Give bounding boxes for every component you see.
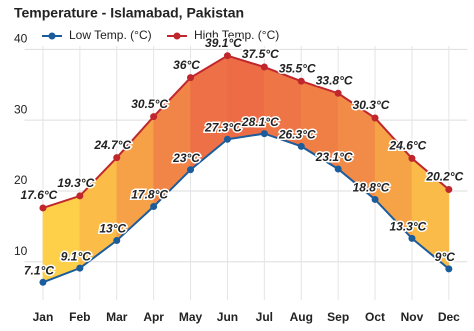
legend-label: High Temp. (°C) xyxy=(194,28,279,42)
value-label: 35.5°C xyxy=(279,61,316,75)
point xyxy=(260,63,268,71)
value-label: 9.1°C xyxy=(61,249,91,263)
point xyxy=(113,154,121,162)
value-label: 18.8°C xyxy=(353,181,390,195)
x-tick-label: Sep xyxy=(327,310,349,324)
value-label: 17.8°C xyxy=(131,188,168,202)
chart-title: Temperature - Islamabad, Pakistan xyxy=(14,5,244,21)
value-label: 36°C xyxy=(173,58,200,72)
value-label: 39.1°C xyxy=(205,36,242,50)
x-tick-label: Jun xyxy=(217,310,238,324)
value-label: 30.3°C xyxy=(353,98,390,112)
series-line xyxy=(42,54,450,209)
value-label: 17.6°C xyxy=(21,188,58,202)
point xyxy=(76,264,84,272)
x-tick-label: Aug xyxy=(290,310,313,324)
point xyxy=(150,203,158,211)
x-tick-label: Oct xyxy=(365,310,385,324)
point xyxy=(297,77,305,85)
x-tick-label: Dec xyxy=(438,310,460,324)
point xyxy=(371,195,379,203)
value-label: 28.1°C xyxy=(241,115,279,129)
value-label: 24.6°C xyxy=(389,139,427,153)
point xyxy=(150,113,158,121)
value-label: 20.2°C xyxy=(425,170,463,184)
legend-dot xyxy=(48,32,56,40)
y-tick-label: 20 xyxy=(14,173,28,187)
y-tick-label: 30 xyxy=(14,102,28,116)
x-tick-label: Feb xyxy=(69,310,90,324)
legend-dot xyxy=(173,32,181,40)
value-label: 19.3°C xyxy=(57,176,94,190)
point xyxy=(39,278,47,286)
point xyxy=(445,186,453,194)
value-label: 24.7°C xyxy=(93,138,131,152)
point xyxy=(297,142,305,150)
x-tick-label: Mar xyxy=(106,310,128,324)
value-label: 37.5°C xyxy=(242,47,279,61)
x-tick-label: May xyxy=(179,310,203,324)
point xyxy=(187,74,195,82)
point xyxy=(260,130,268,138)
value-label: 9°C xyxy=(435,250,455,264)
x-tick-label: Jul xyxy=(256,310,273,324)
value-label: 13°C xyxy=(99,222,126,236)
value-label: 27.3°C xyxy=(204,120,242,134)
value-label: 7.1°C xyxy=(24,263,54,277)
point xyxy=(76,192,84,200)
point xyxy=(445,265,453,273)
y-tick-label: 10 xyxy=(14,244,28,258)
point xyxy=(334,89,342,97)
point xyxy=(187,166,195,174)
x-tick-label: Nov xyxy=(401,310,424,324)
series-line xyxy=(42,132,450,284)
point xyxy=(408,154,416,162)
value-label: 33.8°C xyxy=(316,73,353,87)
legend-label: Low Temp. (°C) xyxy=(69,28,152,42)
y-tick-label: 40 xyxy=(14,32,28,46)
point xyxy=(223,135,231,143)
point xyxy=(371,114,379,122)
value-label: 23.1°C xyxy=(315,150,353,164)
value-label: 23°C xyxy=(172,151,200,165)
point xyxy=(39,204,47,212)
point xyxy=(408,234,416,242)
point xyxy=(223,52,231,60)
x-tick-label: Jan xyxy=(33,310,54,324)
value-label: 13.3°C xyxy=(390,220,427,234)
point xyxy=(113,237,121,245)
point xyxy=(334,165,342,173)
value-label: 30.5°C xyxy=(131,97,168,111)
x-tick-label: Apr xyxy=(143,310,164,324)
value-label: 26.3°C xyxy=(278,128,316,142)
